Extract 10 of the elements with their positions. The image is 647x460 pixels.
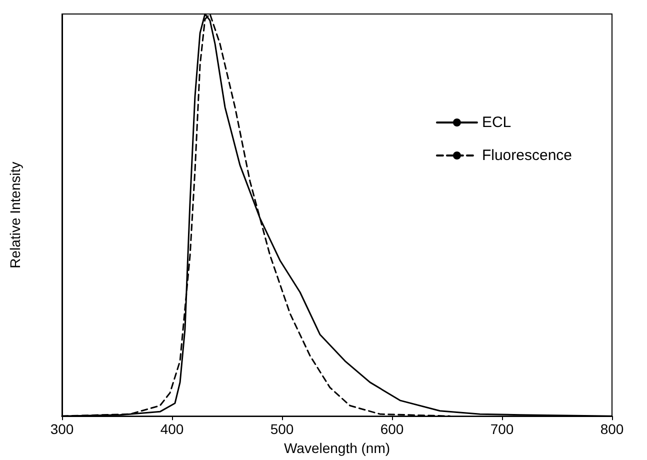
x-tick-label: 300 (50, 421, 74, 438)
x-tick-label: 500 (270, 421, 294, 438)
legend-label: Fluorescence (482, 147, 572, 164)
x-tick-label: 400 (160, 421, 184, 438)
x-axis-title: Wavelength (nm) (284, 440, 390, 456)
x-tick-label: 600 (380, 421, 404, 438)
x-tick-label: 800 (600, 421, 624, 438)
legend-label: ECL (482, 114, 512, 131)
y-axis-title: Relative Intensity (7, 162, 23, 268)
x-tick-label: 700 (490, 421, 514, 438)
